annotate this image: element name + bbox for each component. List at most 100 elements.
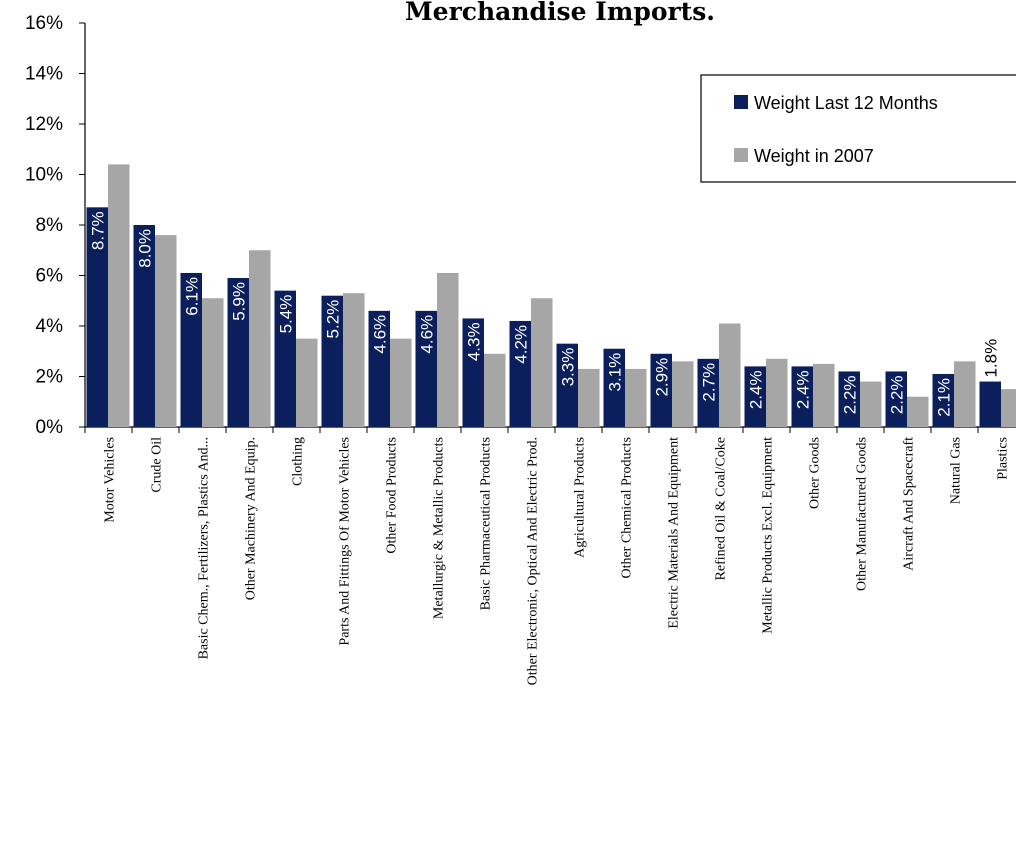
- data-label: 4.3%: [464, 322, 483, 361]
- bar-series-1: [462, 318, 484, 427]
- x-axis-labels: Motor Vehicles Crude Oil Basic Chem., Fert…: [103, 437, 1011, 686]
- category-label: Agricultural Products: [573, 437, 588, 558]
- data-label: 2.7%: [699, 363, 718, 402]
- bar-series-1: [744, 366, 766, 427]
- category-label: Other Chemical Products: [620, 437, 635, 579]
- y-tick-label: 6%: [36, 266, 64, 287]
- bar-series-1: [86, 207, 108, 427]
- bar-series-1: [697, 358, 719, 427]
- y-tick-label: 8%: [36, 215, 64, 236]
- bar-series-2: [954, 361, 976, 427]
- bar-series-1: [415, 310, 437, 427]
- y-tick-label: 10%: [25, 165, 63, 186]
- category-label: Parts And Fittings Of Motor Vehicles: [338, 437, 353, 646]
- data-labels: 8.7% 8.0% 6.1% 5.9% 5.4% 5.2% 4.6% 4.6% 4.3% 4.2%…: [88, 211, 1000, 416]
- bar-series-1: [885, 371, 907, 427]
- category-label: Clothing: [291, 437, 306, 486]
- category-label: Other Manufactured Goods: [855, 437, 870, 591]
- category-label: Basic Pharmaceutical Products: [479, 437, 494, 610]
- bar-series-1: [556, 343, 578, 427]
- data-label: 8.0%: [135, 229, 154, 268]
- bar-series-1: [603, 348, 625, 427]
- bar-series-2: [578, 368, 600, 427]
- bar-series-2: [625, 368, 647, 427]
- data-label: 4.6%: [370, 315, 389, 354]
- bar-series-2: [672, 361, 694, 427]
- bar-series-1: [274, 290, 296, 427]
- bars: [84, 164, 1016, 433]
- bar-series-1: [368, 310, 390, 427]
- bar-series-2: [249, 250, 271, 427]
- category-label: Other Machinery And Equip.: [244, 437, 259, 600]
- bar-series-2: [766, 358, 788, 427]
- legend-label-series-1: Weight Last 12 Months: [754, 93, 938, 113]
- bar-series-2: [155, 235, 177, 427]
- data-label: 5.4%: [276, 295, 295, 334]
- legend: Weight Last 12 Months Weight in 2007: [700, 74, 1016, 183]
- bar-series-2: [108, 164, 130, 427]
- category-label: Other Electronic, Optical And Electric P…: [526, 437, 541, 685]
- data-label: 2.4%: [746, 370, 765, 409]
- data-label: 6.1%: [182, 277, 201, 316]
- category-label: Crude Oil: [150, 437, 165, 493]
- data-label: 2.4%: [793, 370, 812, 409]
- bar-series-2: [484, 353, 506, 427]
- data-label: 1.8%: [981, 339, 1000, 378]
- category-label: Other Goods: [808, 437, 823, 509]
- y-tick-label: 4%: [36, 316, 64, 337]
- data-label: 2.1%: [934, 378, 953, 417]
- bar-series-2: [1001, 389, 1016, 427]
- category-label: Basic Chem., Fertilizers, Plastics And..…: [197, 437, 212, 659]
- bar-series-1: [979, 381, 1001, 427]
- bar-series-1: [227, 278, 249, 427]
- category-label: Refined Oil & Coal/Coke: [714, 437, 729, 580]
- data-label: 5.9%: [229, 282, 248, 321]
- legend-swatch-series-1: [734, 95, 748, 109]
- bar-series-2: [531, 298, 553, 427]
- y-tick-label: 2%: [36, 367, 64, 388]
- bar-series-2: [813, 363, 835, 427]
- legend-box: [700, 74, 1016, 183]
- y-tick-label: 0%: [36, 417, 64, 438]
- bar-series-1: [838, 371, 860, 427]
- data-label: 4.2%: [511, 325, 530, 364]
- data-label: 2.9%: [652, 358, 671, 397]
- bar-series-1: [133, 225, 155, 427]
- data-label: 2.2%: [887, 375, 906, 414]
- category-label: Metallic Products Excl. Equipment: [761, 437, 776, 634]
- chart-title: Merchandise Imports.: [405, 0, 715, 26]
- data-label: 2.2%: [840, 375, 859, 414]
- bar-series-1: [932, 373, 954, 427]
- bar-series-1: [650, 353, 672, 427]
- bar-series-2: [719, 323, 741, 427]
- bar-series-2: [907, 396, 929, 427]
- bar-series-2: [437, 272, 459, 427]
- bar-series-1: [321, 295, 343, 427]
- bar-series-2: [296, 338, 318, 427]
- y-tick-label: 16%: [25, 13, 63, 34]
- y-tick-label: 14%: [25, 64, 63, 85]
- category-label: Metallurgic & Metallic Products: [432, 437, 447, 619]
- category-label: Aircraft And Spacecraft: [902, 437, 917, 571]
- bar-series-2: [860, 381, 882, 427]
- y-tick-label: 12%: [25, 114, 63, 135]
- legend-swatch-series-2: [734, 148, 748, 162]
- bar-series-2: [343, 293, 365, 427]
- legend-label-series-2: Weight in 2007: [754, 146, 874, 166]
- data-label: 3.3%: [558, 348, 577, 387]
- category-label: Electric Materials And Equipment: [667, 437, 682, 629]
- bar-series-2: [202, 298, 224, 427]
- category-label: Plastics: [996, 437, 1011, 480]
- data-label: 5.2%: [323, 300, 342, 339]
- bar-series-2: [390, 338, 412, 427]
- data-label: 8.7%: [88, 211, 107, 250]
- data-label: 4.6%: [417, 315, 436, 354]
- data-label: 3.1%: [605, 353, 624, 392]
- bar-series-1: [180, 272, 202, 427]
- category-label: Other Food Products: [385, 437, 400, 554]
- category-label: Natural Gas: [949, 437, 964, 504]
- bar-series-1: [791, 366, 813, 427]
- category-label: Motor Vehicles: [103, 437, 118, 523]
- bar-series-1: [509, 320, 531, 427]
